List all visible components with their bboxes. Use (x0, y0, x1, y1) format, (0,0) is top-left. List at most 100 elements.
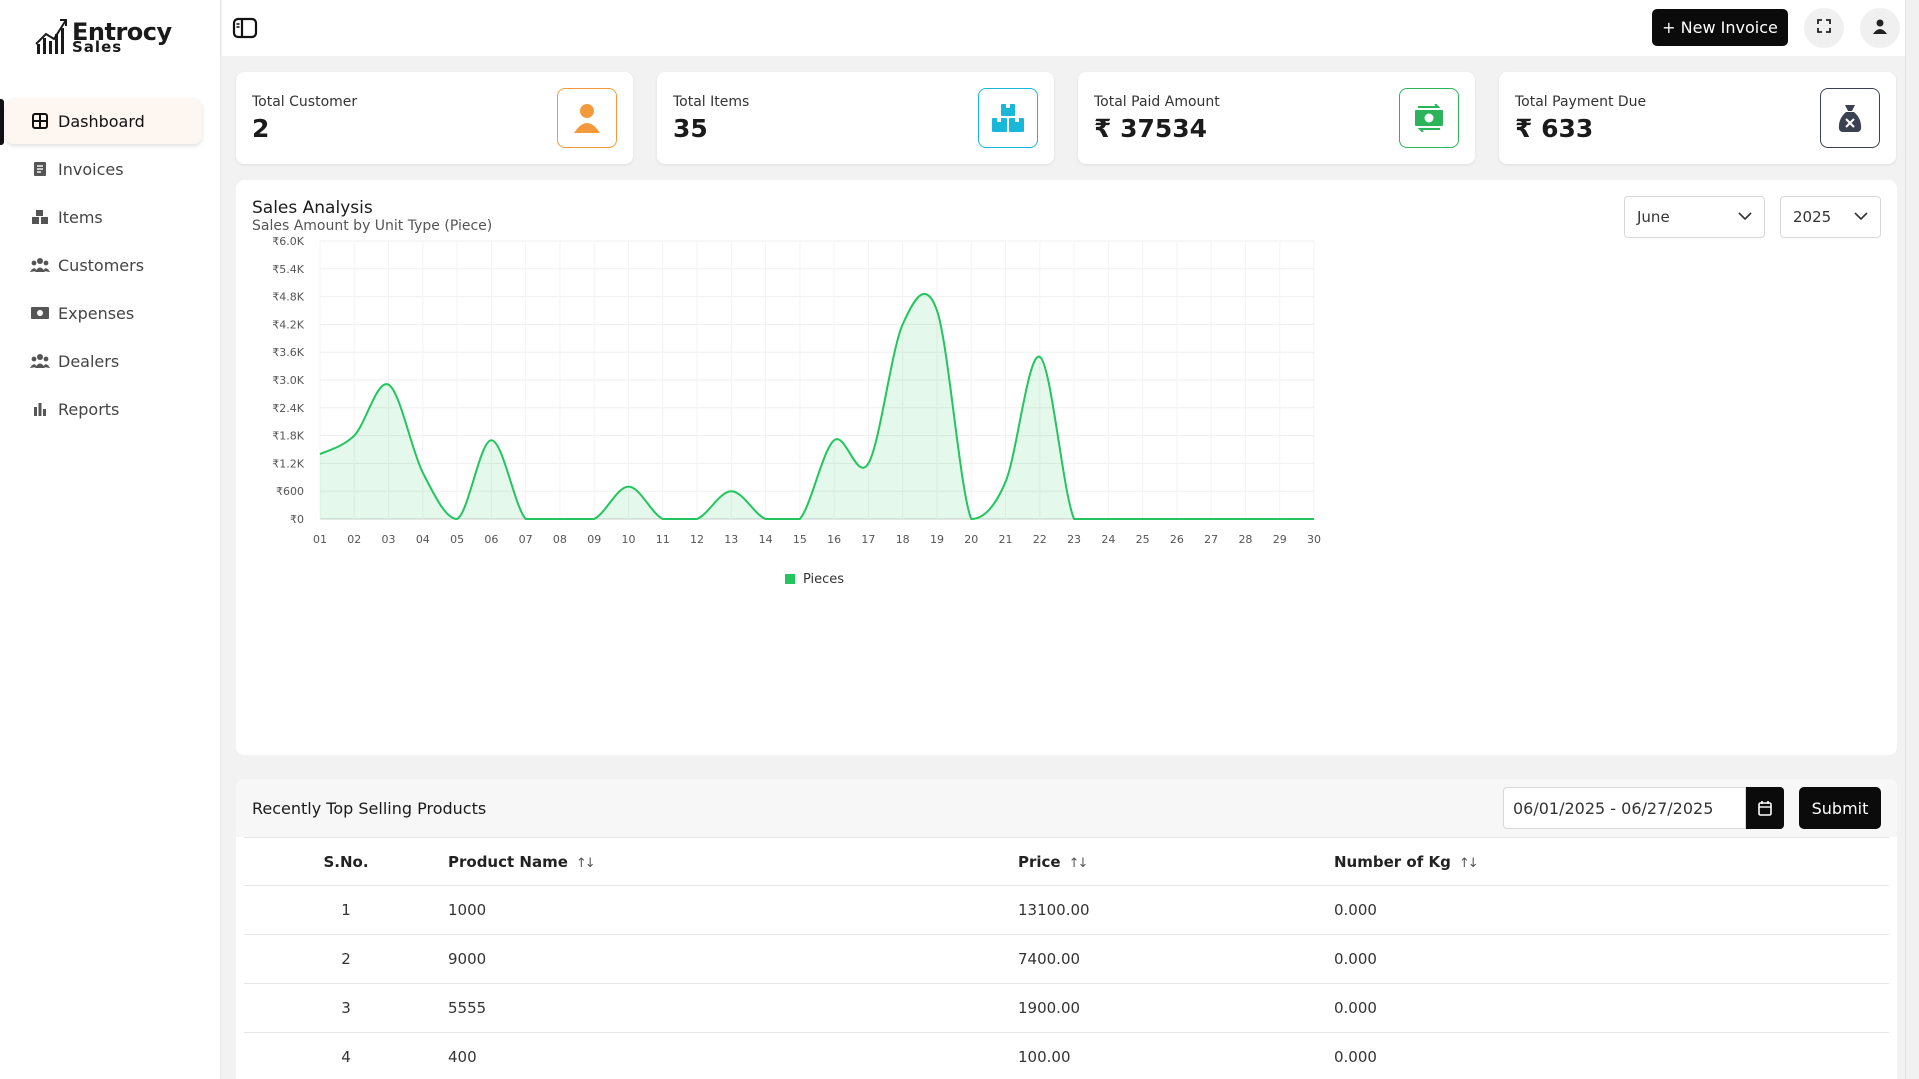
brand-sub: Sales (72, 38, 123, 56)
sidebar-item-invoices[interactable]: Invoices (6, 146, 202, 192)
users-icon (30, 351, 50, 371)
sidebar-item-label: Expenses (58, 303, 135, 323)
column-header-price[interactable]: Price ↑↓ (1018, 837, 1334, 886)
products-header: Recently Top Selling Products Submit (236, 779, 1897, 837)
fullscreen-button[interactable] (1804, 8, 1844, 48)
boxes-icon (30, 207, 50, 227)
chart-title: Sales Analysis (252, 198, 373, 218)
sales-analysis-card: Sales Analysis Sales Amount by Unit Type… (236, 180, 1897, 755)
stat-value: 2 (252, 114, 270, 143)
stat-icon-box (978, 88, 1038, 148)
sidebar-toggle-icon[interactable] (232, 16, 258, 40)
y-tick-label: ₹2.4K (272, 402, 304, 415)
x-tick-label: 03 (382, 533, 396, 546)
user-icon (574, 104, 600, 133)
stat-label: Total Payment Due (1515, 94, 1647, 110)
sidebar-item-reports[interactable]: Reports (6, 386, 202, 432)
x-tick-label: 16 (827, 533, 841, 546)
x-tick-label: 09 (587, 533, 601, 546)
sidebar-item-label: Invoices (58, 159, 124, 179)
column-label: Number of Kg (1334, 852, 1451, 871)
sidebar-nav: Dashboard Invoices Items Customers Expen… (6, 98, 202, 434)
products-table: S.No. Product Name ↑↓ Price ↑↓ Number of K… (244, 837, 1889, 1079)
top-bar: + New Invoice (222, 0, 1919, 56)
x-tick-label: 19 (930, 533, 944, 546)
sort-icon[interactable]: ↑↓ (575, 855, 596, 871)
y-tick-label: ₹0 (290, 513, 304, 526)
month-select-value: June (1637, 208, 1670, 226)
dashboard-icon (30, 111, 50, 131)
column-label: Product Name (448, 852, 568, 871)
top-selling-products-card: Recently Top Selling Products Submit S.N… (236, 779, 1897, 1079)
x-tick-label: 08 (553, 533, 567, 546)
user-avatar-icon (1872, 18, 1888, 38)
x-tick-label: 11 (656, 533, 670, 546)
stat-value: ₹ 633 (1515, 114, 1594, 143)
x-tick-label: 24 (1101, 533, 1115, 546)
new-invoice-button[interactable]: + New Invoice (1652, 9, 1788, 46)
sidebar: Entrocy Sales Dashboard Invoices Items (0, 0, 221, 1079)
cell-price: 7400.00 (1018, 934, 1334, 984)
table-row: 1 1000 13100.00 0.000 (244, 885, 1889, 935)
x-tick-label: 07 (519, 533, 533, 546)
stat-label: Total Customer (252, 94, 358, 110)
fullscreen-icon (1816, 18, 1832, 38)
y-tick-label: ₹6.0K (272, 235, 304, 248)
table-header-row: S.No. Product Name ↑↓ Price ↑↓ Number of K… (244, 837, 1889, 886)
sidebar-item-dealers[interactable]: Dealers (6, 338, 202, 384)
stat-label: Total Paid Amount (1094, 94, 1220, 110)
table-row: 4 400 100.00 0.000 (244, 1032, 1889, 1079)
x-tick-label: 02 (347, 533, 361, 546)
calendar-button[interactable] (1746, 787, 1784, 829)
stat-card-total-paid: Total Paid Amount ₹ 37534 (1078, 72, 1475, 164)
x-tick-label: 20 (964, 533, 978, 546)
cell-kg: 0.000 (1334, 1032, 1889, 1079)
cell-product-name: 5555 (448, 983, 1018, 1033)
cell-kg: 0.000 (1334, 885, 1889, 935)
column-header-sno: S.No. (244, 837, 448, 886)
y-tick-label: ₹1.2K (272, 457, 304, 470)
x-tick-label: 13 (724, 533, 738, 546)
x-tick-label: 28 (1238, 533, 1252, 546)
sidebar-item-items[interactable]: Items (6, 194, 202, 240)
calendar-icon (1758, 801, 1772, 816)
stat-label: Total Items (673, 94, 750, 110)
x-tick-label: 23 (1067, 533, 1081, 546)
column-label: Price (1018, 852, 1061, 871)
x-tick-label: 25 (1136, 533, 1150, 546)
month-select[interactable]: June (1624, 196, 1765, 238)
sidebar-item-expenses[interactable]: Expenses (6, 290, 202, 336)
sidebar-item-label: Customers (58, 255, 145, 275)
sidebar-item-customers[interactable]: Customers (6, 242, 202, 288)
y-tick-label: ₹600 (276, 485, 304, 498)
cell-price: 13100.00 (1018, 885, 1334, 935)
x-tick-label: 22 (1033, 533, 1047, 546)
cell-price: 1900.00 (1018, 983, 1334, 1033)
year-select[interactable]: 2025 (1780, 196, 1881, 238)
chart-subtitle: Sales Amount by Unit Type (Piece) (252, 218, 493, 234)
sort-icon[interactable]: ↑↓ (1068, 855, 1089, 871)
sidebar-item-label: Dashboard (58, 111, 145, 131)
x-tick-label: 12 (690, 533, 704, 546)
brand-logo[interactable]: Entrocy Sales (34, 14, 174, 58)
table-row: 2 9000 7400.00 0.000 (244, 934, 1889, 984)
x-tick-label: 01 (313, 533, 327, 546)
sidebar-item-dashboard[interactable]: Dashboard (6, 98, 202, 144)
stat-card-total-items: Total Items 35 (657, 72, 1054, 164)
column-header-product-name[interactable]: Product Name ↑↓ (448, 837, 1018, 886)
profile-button[interactable] (1860, 8, 1900, 48)
series-area-pieces (320, 293, 1314, 519)
x-tick-label: 15 (793, 533, 807, 546)
cell-product-name: 400 (448, 1032, 1018, 1079)
stat-card-total-due: Total Payment Due ₹ 633 (1499, 72, 1896, 164)
date-range-input[interactable] (1503, 787, 1746, 829)
sort-icon[interactable]: ↑↓ (1458, 855, 1479, 871)
page-scrollbar[interactable] (1905, 0, 1919, 1079)
x-tick-label: 14 (759, 533, 773, 546)
cell-price: 100.00 (1018, 1032, 1334, 1079)
stat-icon-box (1820, 88, 1880, 148)
cell-product-name: 9000 (448, 934, 1018, 984)
stat-value: ₹ 37534 (1094, 114, 1208, 143)
submit-button[interactable]: Submit (1799, 787, 1881, 829)
column-header-kg[interactable]: Number of Kg ↑↓ (1334, 837, 1889, 886)
